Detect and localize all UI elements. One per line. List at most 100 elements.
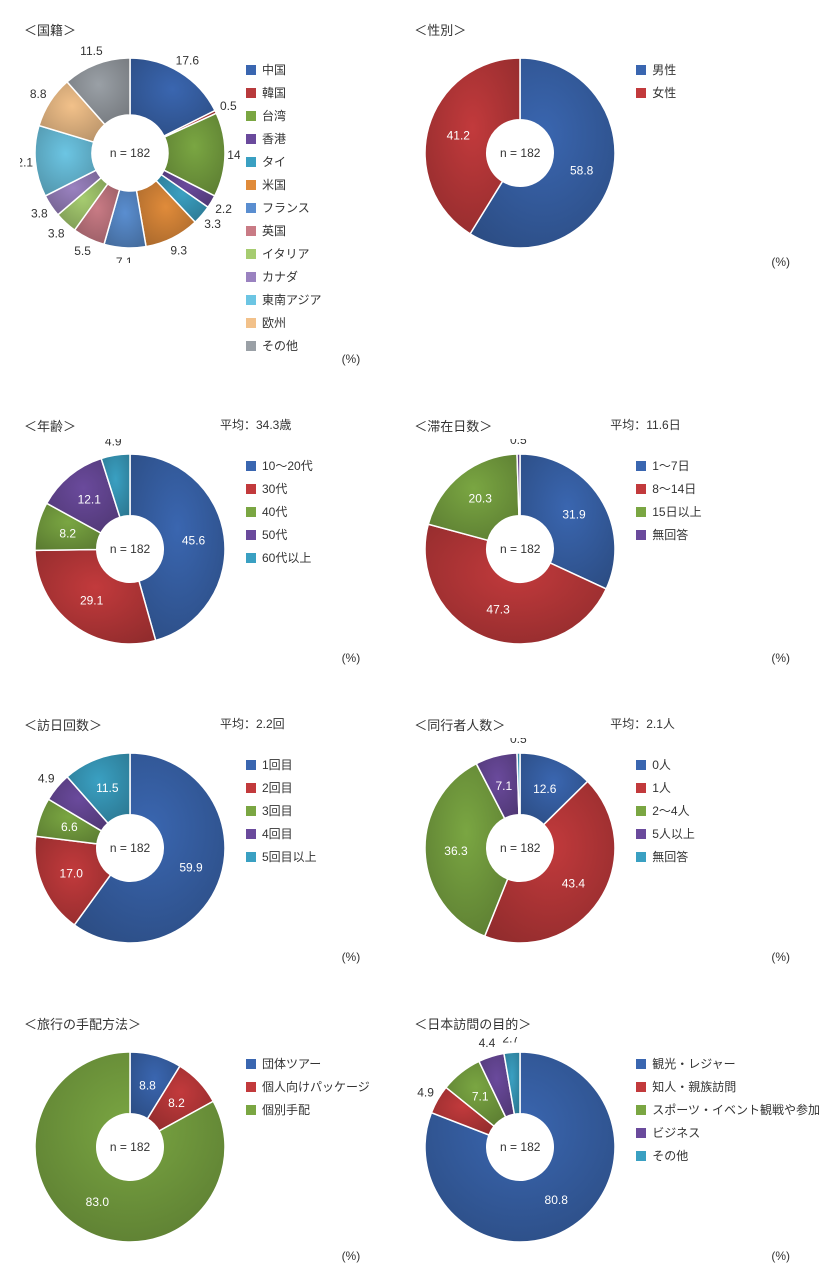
value-label: 59.9 [179,861,203,875]
legend-item: 個人向けパッケージ [246,1078,370,1095]
value-label: 7.1 [496,779,513,793]
legend-item: 欧州 [246,314,322,331]
donut: 8.88.283.0n = 182 [20,1037,240,1257]
legend-item: 男性 [636,61,676,78]
legend-label: 30代 [262,480,287,497]
legend-label: 団体ツアー [262,1055,321,1072]
donut: 17.60.514.32.23.39.37.15.53.83.812.18.81… [20,43,240,263]
legend-item: 2回目 [246,779,317,796]
n-label: n = 182 [500,1140,540,1154]
legend-item: フランス [246,199,322,216]
n-label: n = 182 [500,542,540,556]
legend-label: フランス [262,199,310,216]
value-label: 3.3 [204,217,221,231]
legend-label: 個別手配 [262,1101,310,1118]
legend-label: 英国 [262,222,286,239]
donut: 80.84.97.14.42.7n = 182 [410,1037,630,1257]
chart-arrange: ＜旅行の手配方法＞8.88.283.0n = 182団体ツアー個人向けパッケージ… [20,1014,390,1263]
legend-label: ビジネス [652,1124,700,1141]
legend-item: 1回目 [246,756,317,773]
value-label: 20.3 [469,492,493,506]
legend-label: 観光・レジャー [652,1055,735,1072]
chart-stay: ＜滞在日数＞平均：11.6日31.947.320.30.5n = 1821～7日… [410,416,820,665]
legend-item: スポーツ・イベント観戦や参加 [636,1101,820,1118]
value-label: 2.2 [215,202,232,216]
donut: 12.643.436.37.10.5n = 182 [410,738,630,958]
legend-label: 0人 [652,756,671,773]
value-label: 58.8 [570,164,594,178]
n-label: n = 182 [110,542,150,556]
avg-label: 平均：2.2回 [220,715,285,732]
legend-label: スポーツ・イベント観戦や参加 [652,1101,820,1118]
legend-label: 女性 [652,84,676,101]
chart-visits: ＜訪日回数＞平均：2.2回59.917.06.64.911.5n = 1821回… [20,715,390,964]
legend-label: 東南アジア [262,291,322,308]
value-label: 8.8 [139,1078,156,1092]
legend-label: タイ [262,153,286,170]
legend-item: 女性 [636,84,676,101]
legend-label: 台湾 [262,107,286,124]
value-label: 14.3 [227,148,240,162]
chart-title: ＜旅行の手配方法＞ [24,1014,390,1033]
legend-item: 50代 [246,526,313,543]
legend: 団体ツアー個人向けパッケージ個別手配 [246,1055,370,1124]
value-label: 12.6 [533,782,557,796]
legend-item: カナダ [246,268,322,285]
legend-label: 2～4人 [652,802,689,819]
n-label: n = 182 [110,146,150,160]
legend-item: タイ [246,153,322,170]
value-label: 11.5 [80,44,103,58]
legend-item: 8～14日 [636,480,701,497]
legend-label: 1人 [652,779,671,796]
donut: 45.629.18.212.14.9n = 182 [20,439,240,659]
legend-label: 60代以上 [262,549,311,566]
legend-label: 無回答 [652,526,688,543]
legend-item: 台湾 [246,107,322,124]
pct-unit: (%) [20,352,390,366]
legend: 1回目2回目3回目4回目5回目以上 [246,756,317,871]
legend-item: 1人 [636,779,695,796]
chart-title: ＜国籍＞ [24,20,390,39]
value-label: 47.3 [487,602,511,616]
value-label: 45.6 [182,533,206,547]
legend-label: その他 [262,337,298,354]
value-label: 43.4 [562,876,586,890]
value-label: 36.3 [445,844,469,858]
chart-gender: ＜性別＞58.841.2n = 182男性女性(%) [410,20,820,366]
legend-item: 30代 [246,480,313,497]
chart-age: ＜年齢＞平均：34.3歳45.629.18.212.14.9n = 18210～… [20,416,390,665]
legend-item: 観光・レジャー [636,1055,820,1072]
value-label: 12.1 [20,156,33,170]
value-label: 29.1 [80,593,104,607]
legend-item: ビジネス [636,1124,820,1141]
legend-label: 40代 [262,503,287,520]
chart-companions: ＜同行者人数＞平均：2.1人12.643.436.37.10.5n = 1820… [410,715,820,964]
legend-label: 個人向けパッケージ [262,1078,370,1095]
legend: 10～20代 30代 40代 50代 60代以上 [246,457,313,572]
legend: 観光・レジャー知人・親族訪問スポーツ・イベント観戦や参加ビジネスその他 [636,1055,820,1170]
donut: 31.947.320.30.5n = 182 [410,439,630,659]
legend-label: 米国 [262,176,286,193]
value-label: 9.3 [170,244,187,258]
legend-label: 1～7日 [652,457,689,474]
value-label: 8.8 [30,87,47,101]
legend-item: 無回答 [636,526,701,543]
legend-item: イタリア [246,245,322,262]
value-label: 6.6 [61,820,78,834]
legend-item: 10～20代 [246,457,313,474]
legend-label: 1回目 [262,756,293,773]
legend-item: 団体ツアー [246,1055,370,1072]
value-label: 4.9 [38,771,55,785]
legend-label: 中国 [262,61,286,78]
value-label: 31.9 [563,507,587,521]
legend-label: カナダ [262,268,298,285]
chart-purpose: ＜日本訪問の目的＞80.84.97.14.42.7n = 182観光・レジャー知… [410,1014,820,1263]
legend-label: 無回答 [652,848,688,865]
legend-item: 東南アジア [246,291,322,308]
value-label: 17.0 [60,867,84,881]
value-label: 17.6 [176,53,200,67]
legend-item: 香港 [246,130,322,147]
value-label: 4.4 [479,1037,496,1050]
legend-label: 3回目 [262,802,293,819]
legend-item: 15日以上 [636,503,701,520]
